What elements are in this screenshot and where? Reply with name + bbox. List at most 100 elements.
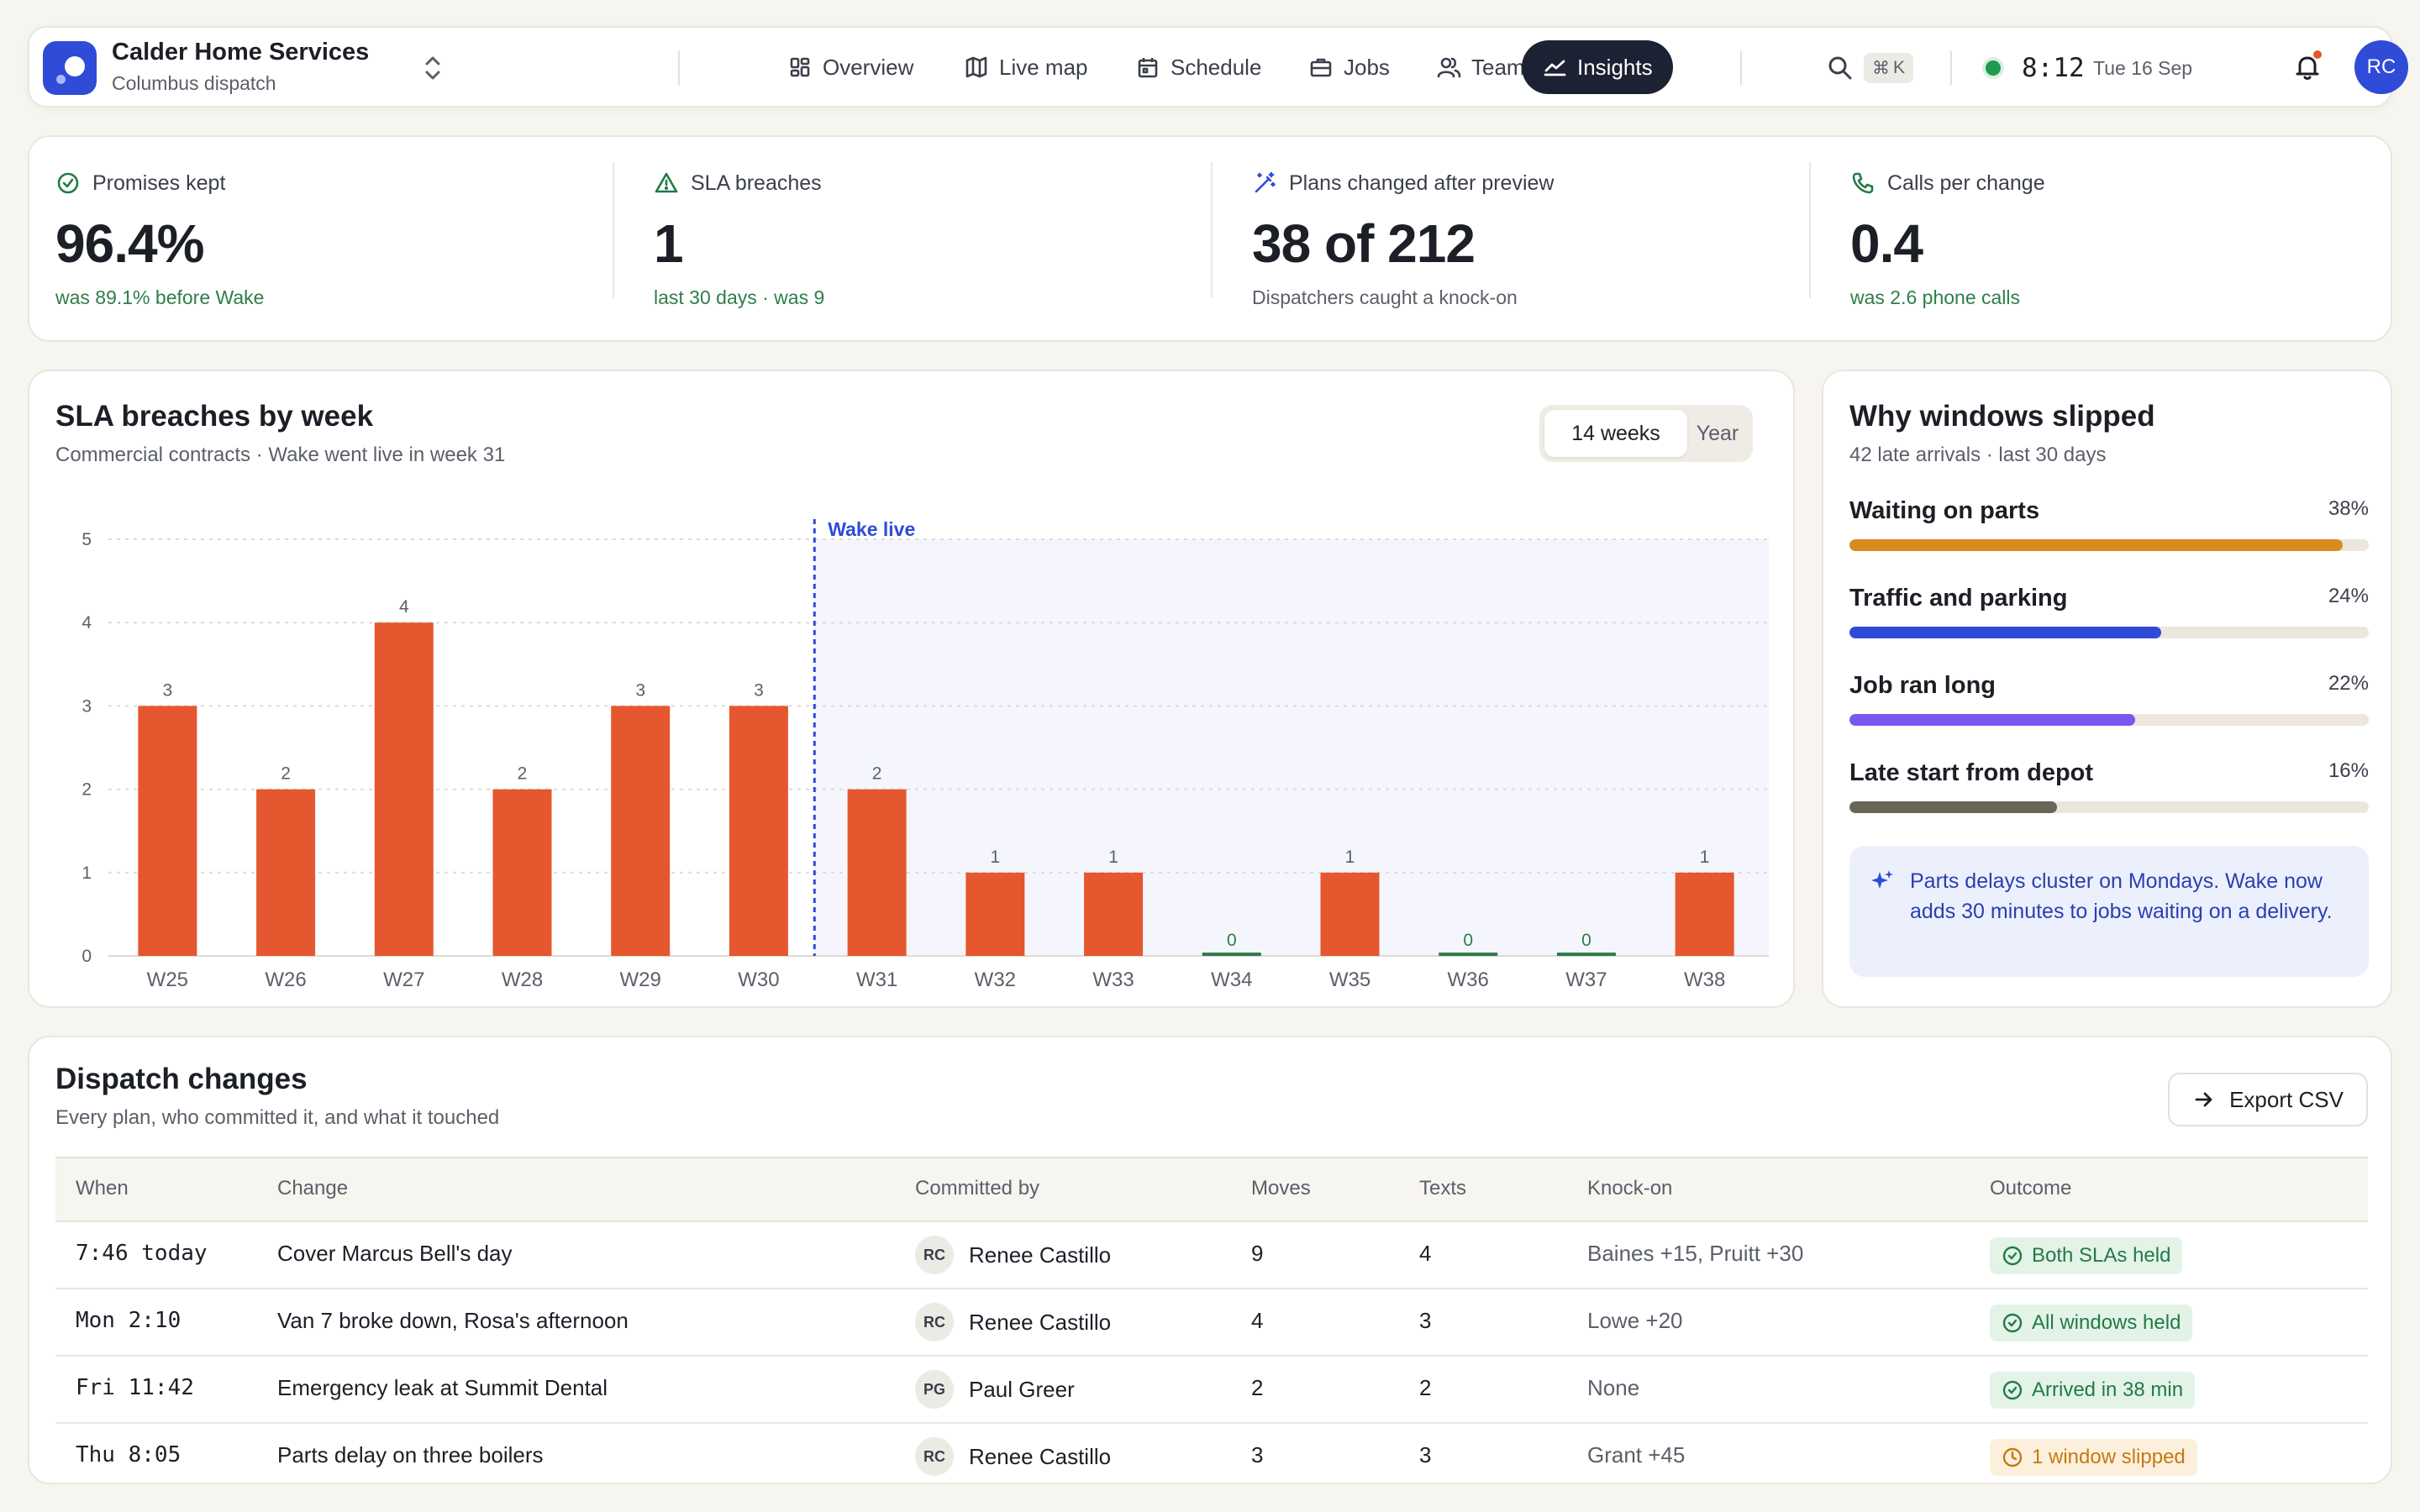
bar-w36 (1439, 953, 1498, 956)
avatar: RC (915, 1437, 954, 1476)
export-csv-button[interactable]: Export CSV (2168, 1073, 2368, 1126)
clock-date: Tue 16 Sep (2093, 57, 2193, 79)
x-tick-label: W35 (1329, 969, 1370, 991)
top-bar: Calder Home Services Columbus dispatch O… (28, 26, 2408, 108)
kpi-value: 96.4% (55, 213, 204, 274)
bar-w31 (847, 789, 907, 956)
x-tick-label: W38 (1684, 969, 1725, 991)
table-row[interactable]: Thu 8:05 Parts delay on three boilers RC… (55, 1424, 2368, 1491)
bar-w27 (374, 622, 434, 956)
reason-bar (1849, 801, 2369, 813)
nav-jobs[interactable]: Jobs (1295, 40, 1403, 94)
divider (678, 51, 680, 85)
chevron-up-down-icon[interactable] (420, 53, 445, 83)
x-tick-label: W28 (502, 969, 543, 991)
nav-overview[interactable]: Overview (774, 40, 927, 94)
reason-job-ran-long: Job ran long 22% (1849, 672, 2369, 739)
divider (1809, 162, 1811, 298)
table-row[interactable]: Fri 11:42 Emergency leak at Summit Denta… (55, 1357, 2368, 1424)
bar-value-label: 3 (754, 680, 764, 700)
col-committed-by[interactable]: Committed by (915, 1177, 1040, 1200)
y-tick-label: 2 (82, 780, 92, 800)
reasons-title: Why windows slipped (1849, 400, 2155, 433)
reason-bar (1849, 627, 2369, 638)
magic-wand-icon (1255, 171, 1276, 193)
bell-icon[interactable] (2291, 51, 2323, 83)
y-tick-label: 4 (82, 613, 92, 633)
chart-title: SLA breaches by week (55, 400, 374, 433)
bar-w38 (1675, 872, 1734, 956)
bar-value-label: 0 (1581, 931, 1591, 950)
x-tick-label: W32 (975, 969, 1016, 991)
range-toggle: 14 weeks Year (1539, 405, 1753, 462)
kpi-value: 38 of 212 (1252, 213, 1476, 274)
col-knock-on[interactable]: Knock-on (1587, 1177, 1673, 1200)
search-icon[interactable] (1825, 53, 1855, 83)
col-change[interactable]: Change (277, 1177, 349, 1200)
org-sub: Columbus dispatch (112, 72, 276, 94)
kpi-note: was 2.6 phone calls (1850, 286, 2021, 308)
col-texts[interactable]: Texts (1419, 1177, 1467, 1200)
bar-value-label: 4 (399, 597, 409, 617)
avatar: RC (915, 1236, 954, 1274)
x-tick-label: W25 (147, 969, 188, 991)
kpi-promises-kept: Promises kept 96.4% was 89.1% before Wak… (55, 137, 610, 340)
dispatch-changes-card: Dispatch changes Every plan, who committ… (28, 1036, 2392, 1484)
command-icon: ⌘ (1872, 58, 1890, 78)
reason-bar (1849, 539, 2369, 551)
phone-icon (1852, 172, 1874, 194)
col-moves[interactable]: Moves (1251, 1177, 1311, 1200)
x-tick-label: W33 (1092, 969, 1134, 991)
insight-callout: Parts delays cluster on Mondays. Wake no… (1849, 846, 2369, 977)
bar-w30 (729, 706, 788, 956)
nav-label: Team (1471, 54, 1525, 80)
nav-live-map[interactable]: Live map (950, 40, 1102, 94)
brand-logo[interactable] (43, 41, 97, 95)
kpi-label: Promises kept (92, 171, 226, 195)
range-14-weeks[interactable]: 14 weeks (1544, 410, 1687, 457)
check-circle-icon (2002, 1380, 2023, 1400)
col-outcome[interactable]: Outcome (1990, 1177, 2072, 1200)
avatar: PG (915, 1370, 954, 1409)
user-avatar[interactable]: RC (2354, 40, 2408, 94)
kpi-note: Dispatchers caught a knock-on (1252, 286, 1518, 308)
kpi-label: Calls per change (1887, 171, 2045, 195)
warning-triangle-icon (655, 172, 678, 193)
range-year[interactable]: Year (1696, 421, 1739, 445)
bar-value-label: 2 (872, 764, 882, 784)
nav-schedule[interactable]: Schedule (1122, 40, 1275, 94)
kpi-strip: Promises kept 96.4% was 89.1% before Wak… (28, 135, 2392, 342)
col-when[interactable]: When (76, 1177, 129, 1200)
x-tick-label: W27 (383, 969, 424, 991)
kpi-label: Plans changed after preview (1289, 171, 1555, 195)
x-tick-label: W30 (738, 969, 779, 991)
nav-insights[interactable]: Insights (1522, 40, 1673, 94)
status-badge: Both SLAs held (1990, 1237, 2183, 1274)
reason-bar-fill (1849, 627, 2161, 638)
y-tick-label: 5 (82, 530, 92, 549)
kpi-calls-per-change: Calls per change 0.4 was 2.6 phone calls (1850, 137, 2371, 340)
divider (1740, 51, 1742, 85)
bar-value-label: 0 (1227, 931, 1237, 950)
live-status-dot (1986, 60, 2001, 76)
x-tick-label: W34 (1211, 969, 1252, 991)
bar-value-label: 0 (1463, 931, 1473, 950)
x-tick-label: W29 (620, 969, 661, 991)
wake-live-label: Wake live (828, 518, 915, 540)
bar-value-label: 2 (518, 764, 528, 784)
chart-subtitle: Commercial contracts · Wake went live in… (55, 444, 506, 466)
org-name[interactable]: Calder Home Services (112, 39, 370, 66)
clock-time: 8:12 (2022, 53, 2085, 83)
divider (1950, 51, 1952, 85)
bar-value-label: 1 (1108, 848, 1118, 867)
table-row[interactable]: Mon 2:10 Van 7 broke down, Rosa's aftern… (55, 1289, 2368, 1357)
sla-chart-card: SLA breaches by week Commercial contract… (28, 370, 1795, 1008)
bar-w29 (611, 706, 671, 956)
calendar-icon (1138, 58, 1158, 78)
sla-bar-chart: 0 1 2 3 4 5 3 W25 2 W26 4 W27 2 W28 3 W29 3 W30 2 W31 1 W32 1 W… (82, 518, 1770, 991)
sparkle-icon (1871, 870, 1893, 889)
users-icon (1437, 57, 1461, 78)
nav-team[interactable]: Team (1423, 40, 1539, 94)
changes-subtitle: Every plan, who committed it, and what i… (55, 1106, 500, 1129)
table-row[interactable]: 7:46 today Cover Marcus Bell's day RC Re… (55, 1222, 2368, 1289)
